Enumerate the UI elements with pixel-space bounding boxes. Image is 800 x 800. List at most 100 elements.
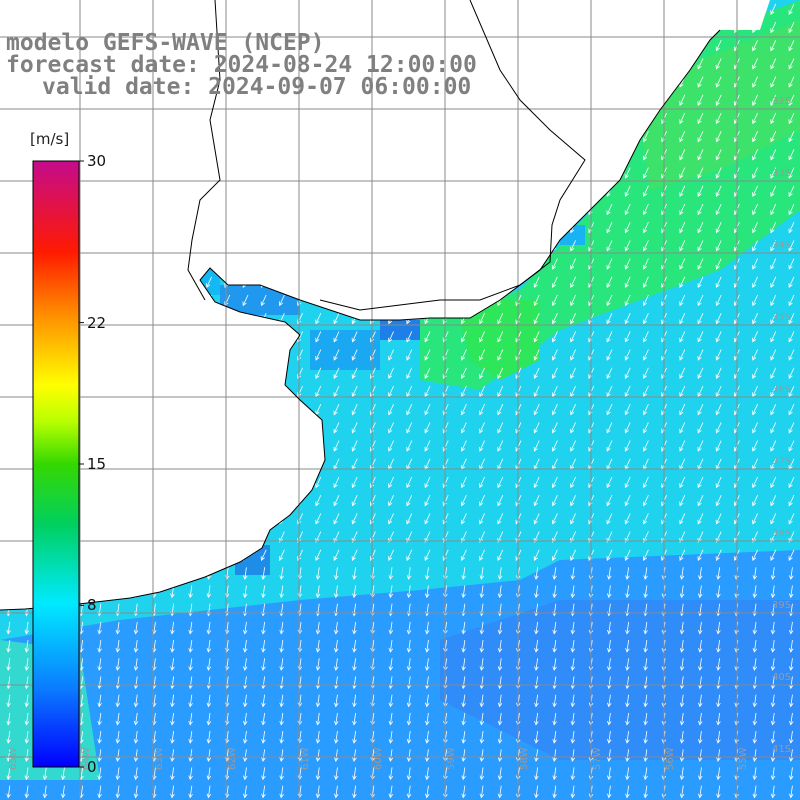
wind-arrow: [497, 149, 504, 161]
wind-arrow: [115, 422, 121, 434]
wind-arrow: [642, 167, 649, 179]
wind-arrow: [770, 404, 777, 416]
wind-arrow: [133, 313, 140, 325]
wind-arrow: [752, 549, 758, 561]
wind-arrow: [606, 367, 613, 379]
wind-arrow: [369, 21, 376, 34]
wind-arrow: [770, 313, 777, 325]
wind-arrow: [460, 422, 467, 434]
coastline: [0, 29, 721, 611]
wind-arrow: [133, 167, 140, 179]
wind-arrow: [352, 658, 357, 671]
wind-arrow: [716, 640, 721, 653]
wind-arrow: [642, 185, 649, 197]
wind-arrow: [315, 185, 322, 197]
wind-arrow: [624, 349, 631, 361]
wind-arrow: [606, 785, 612, 799]
wind-arrow: [24, 531, 30, 543]
wind-arrow: [606, 58, 613, 70]
wind-arrow: [388, 567, 394, 580]
wind-arrow: [752, 131, 758, 143]
wind-arrow: [424, 495, 431, 507]
wind-arrow: [752, 294, 758, 307]
wind-arrow: [333, 331, 340, 343]
wind-arrow: [679, 203, 686, 216]
wind-arrow: [406, 404, 413, 416]
wind-arrow: [351, 367, 358, 379]
wind-arrow: [752, 76, 758, 88]
colorbar-tick-label: 30: [87, 152, 107, 170]
wind-arrow: [606, 640, 612, 653]
wind-arrow: [497, 385, 504, 398]
wind-arrow: [169, 222, 176, 234]
wind-arrow: [497, 3, 504, 15]
wind-arrow: [461, 640, 466, 653]
wind-arrow: [5, 367, 12, 379]
wind-arrow: [315, 567, 321, 580]
wind-arrow: [333, 185, 340, 197]
wind-arrow: [642, 513, 649, 525]
wind-arrow: [297, 276, 303, 288]
wind-arrow: [460, 276, 467, 288]
wind-arrow: [697, 731, 703, 744]
wind-arrow: [133, 185, 140, 197]
wind-arrow: [206, 258, 212, 270]
wind-arrow: [788, 731, 794, 744]
wind-arrow: [133, 585, 139, 599]
wind-arrow: [297, 203, 303, 216]
wind-arrow: [697, 585, 703, 599]
wind-arrow: [442, 367, 449, 379]
wind-arrow: [551, 331, 558, 343]
wind-arrow: [279, 694, 284, 708]
wind-arrow: [788, 621, 794, 635]
wind-arrow: [351, 531, 358, 543]
wind-arrow: [424, 131, 431, 143]
wind-arrow: [679, 676, 685, 690]
wind-arrow: [643, 567, 648, 580]
longitude-labels: 65W 64W 63W 62W 61W 60W 59W 58W 57W 56W 55W: [8, 747, 749, 770]
wind-arrow: [679, 513, 686, 525]
wind-arrow: [624, 385, 631, 398]
wind-arrow: [697, 131, 704, 143]
wind-arrow: [497, 440, 504, 452]
wind-arrow: [224, 3, 231, 15]
wind-arrow: [115, 749, 121, 762]
latitude-label: 41S: [772, 744, 791, 755]
wind-arrow: [297, 222, 303, 234]
wind-arrow: [752, 404, 758, 416]
wind-arrow: [461, 676, 466, 690]
wind-arrow: [115, 458, 121, 470]
wind-arrow: [6, 731, 11, 744]
wind-arrow: [479, 621, 485, 635]
wind-arrow: [570, 567, 576, 580]
wind-arrow: [115, 476, 121, 489]
wind-arrow: [533, 549, 540, 561]
wind-arrow: [224, 313, 231, 325]
wind-arrow: [242, 749, 248, 762]
wind-arrow: [697, 767, 703, 781]
wind-arrow: [242, 712, 248, 726]
wind-arrow: [697, 495, 704, 507]
wind-arrow: [551, 40, 558, 52]
wind-arrow: [278, 149, 285, 161]
wind-arrow: [697, 21, 704, 34]
wind-arrow: [716, 621, 721, 635]
wind-arrow: [570, 712, 576, 726]
wind-arrow: [424, 276, 431, 288]
wind-arrow: [96, 203, 103, 216]
wind-arrow: [679, 694, 685, 708]
wind-arrow: [224, 440, 231, 452]
wind-arrow: [697, 203, 704, 216]
wind-arrow: [533, 222, 540, 234]
wind-arrow: [5, 240, 12, 252]
wind-arrow: [697, 385, 704, 398]
wind-arrow: [642, 422, 649, 434]
wind-arrow: [133, 349, 140, 361]
wind-arrow: [96, 112, 103, 125]
wind-arrow: [788, 749, 794, 762]
wind-arrow: [224, 222, 231, 234]
wind-arrow: [206, 349, 212, 361]
wind-arrow: [715, 76, 722, 88]
wind-arrow: [715, 294, 722, 307]
